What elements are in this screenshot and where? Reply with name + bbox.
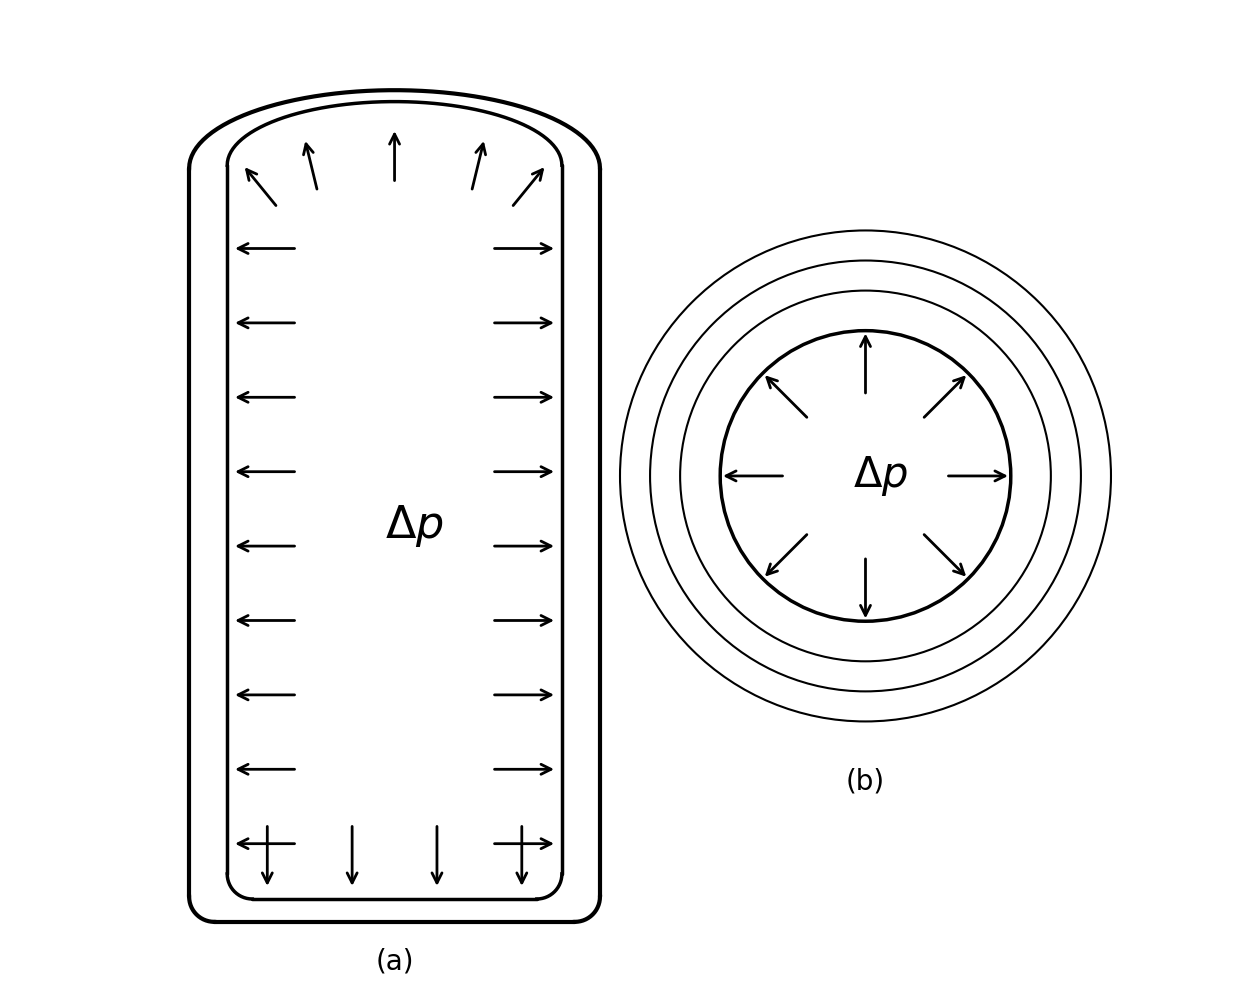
Text: (a): (a)	[376, 948, 414, 976]
Text: $\Delta p$: $\Delta p$	[386, 503, 444, 549]
Text: (b): (b)	[846, 768, 885, 796]
Text: $\Delta p$: $\Delta p$	[853, 454, 908, 498]
